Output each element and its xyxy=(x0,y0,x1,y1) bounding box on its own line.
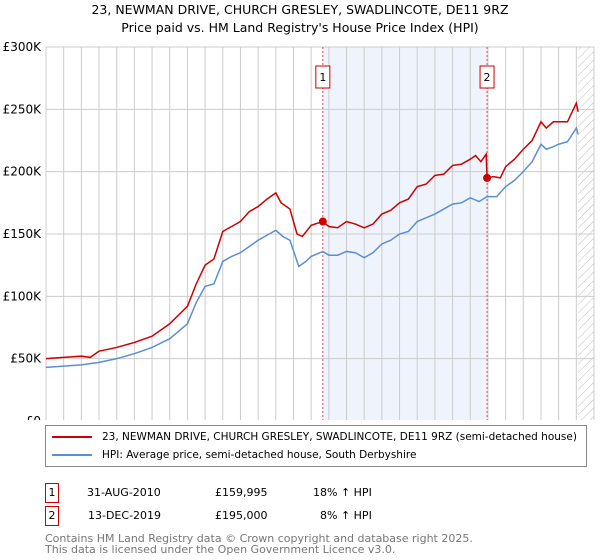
annotation-label: 1 xyxy=(319,71,326,84)
footer: Contains HM Land Registry data © Crown c… xyxy=(45,533,473,555)
plot-frame xyxy=(45,46,595,420)
annotation-box xyxy=(315,65,331,89)
y-tick-label: £200K xyxy=(3,165,43,179)
legend-hpi: HPI: Average price, semi-detached house,… xyxy=(102,449,417,461)
y-tick-label: £250K xyxy=(3,102,43,116)
price-chart: 1995199619971998199920002001200220032004… xyxy=(3,40,595,420)
chart-subtitle: Price paid vs. HM Land Registry's House … xyxy=(121,20,479,35)
sale-point xyxy=(318,217,327,226)
y-tick-label: £100K xyxy=(3,289,43,303)
annotation-label: 2 xyxy=(484,71,491,84)
legend-red-line xyxy=(52,436,92,438)
y-tick-label: £0 xyxy=(26,414,41,420)
transaction-number: 1 xyxy=(45,483,59,503)
legend-blue-line xyxy=(52,454,92,456)
y-tick-label: £300K xyxy=(3,40,43,54)
legend: 23, NEWMAN DRIVE, CHURCH GRESLEY, SWADLI… xyxy=(45,425,587,467)
transaction-price: £159,995 xyxy=(215,486,268,499)
transaction-hpi: 8% ↑ HPI xyxy=(320,509,372,522)
transaction-price: £195,000 xyxy=(215,509,268,522)
sale-point xyxy=(483,173,492,182)
hpi-line xyxy=(45,126,579,369)
transaction-number: 2 xyxy=(45,506,59,526)
y-tick-label: £50K xyxy=(10,352,42,366)
footer-line-1: Contains HM Land Registry data © Crown c… xyxy=(45,532,473,545)
transaction-date: 31-AUG-2010 xyxy=(87,486,161,499)
legend-property: 23, NEWMAN DRIVE, CHURCH GRESLEY, SWADLI… xyxy=(102,431,577,443)
footer-line-2: This data is licensed under the Open Gov… xyxy=(45,543,396,556)
chart-title: 23, NEWMAN DRIVE, CHURCH GRESLEY, SWADLI… xyxy=(91,2,509,17)
transaction-hpi: 18% ↑ HPI xyxy=(313,486,372,499)
annotation-box xyxy=(479,65,495,89)
transaction-date: 13-DEC-2019 xyxy=(88,509,162,522)
property-line xyxy=(45,100,579,360)
y-tick-label: £150K xyxy=(3,227,43,241)
